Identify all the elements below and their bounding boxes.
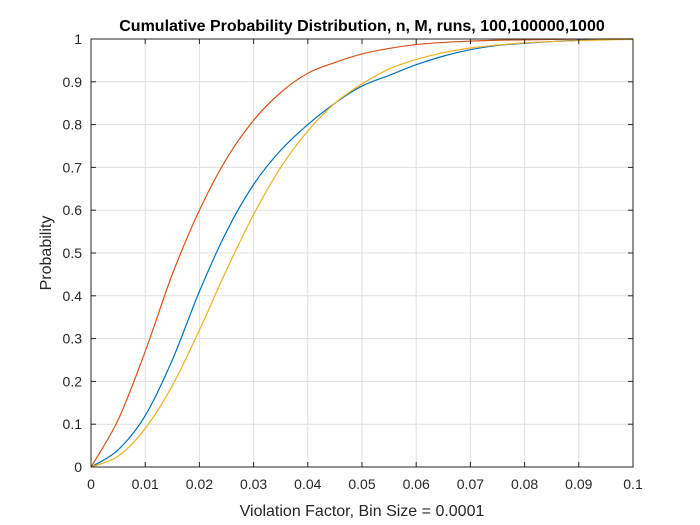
y-tick-label: 0.5 bbox=[63, 245, 83, 261]
x-tick-label: 0.01 bbox=[132, 476, 159, 492]
y-tick-label: 0.8 bbox=[63, 117, 83, 133]
x-tick-label: 0.06 bbox=[403, 476, 430, 492]
x-tick-label: 0.1 bbox=[623, 476, 643, 492]
y-tick-label: 0 bbox=[74, 459, 82, 475]
y-tick-label: 0.6 bbox=[63, 202, 83, 218]
series-line-2 bbox=[90, 38, 634, 468]
x-tick-label: 0.07 bbox=[457, 476, 484, 492]
grid bbox=[91, 39, 633, 467]
y-axis-label: Probability bbox=[38, 216, 55, 291]
x-tick-label: 0.04 bbox=[294, 476, 321, 492]
y-tick-label: 0.3 bbox=[63, 331, 83, 347]
x-tick-label: 0.02 bbox=[186, 476, 213, 492]
y-tick-label: 0.1 bbox=[63, 416, 83, 432]
x-tick-label: 0.03 bbox=[240, 476, 267, 492]
y-tick-label: 1 bbox=[74, 31, 82, 47]
y-tick-label: 0.2 bbox=[63, 373, 83, 389]
x-axis-label: Violation Factor, Bin Size = 0.0001 bbox=[240, 503, 485, 520]
series-line-3 bbox=[90, 38, 634, 468]
x-tick-label: 0.05 bbox=[348, 476, 375, 492]
y-tick-label: 0.7 bbox=[63, 159, 83, 175]
y-tick-label: 0.9 bbox=[63, 74, 83, 90]
series-lines bbox=[90, 38, 634, 468]
x-tick-label: 0.08 bbox=[511, 476, 538, 492]
chart-title: Cumulative Probability Distribution, n, … bbox=[119, 18, 605, 35]
axis-ticks: 0 0.01 0.02 0.03 0.04 0.05 0.06 0.07 0.08 0.09 0.1… bbox=[63, 31, 643, 492]
y-tick-label: 0.4 bbox=[63, 288, 83, 304]
x-tick-label: 0.09 bbox=[565, 476, 592, 492]
x-tick-label: 0 bbox=[87, 476, 95, 492]
